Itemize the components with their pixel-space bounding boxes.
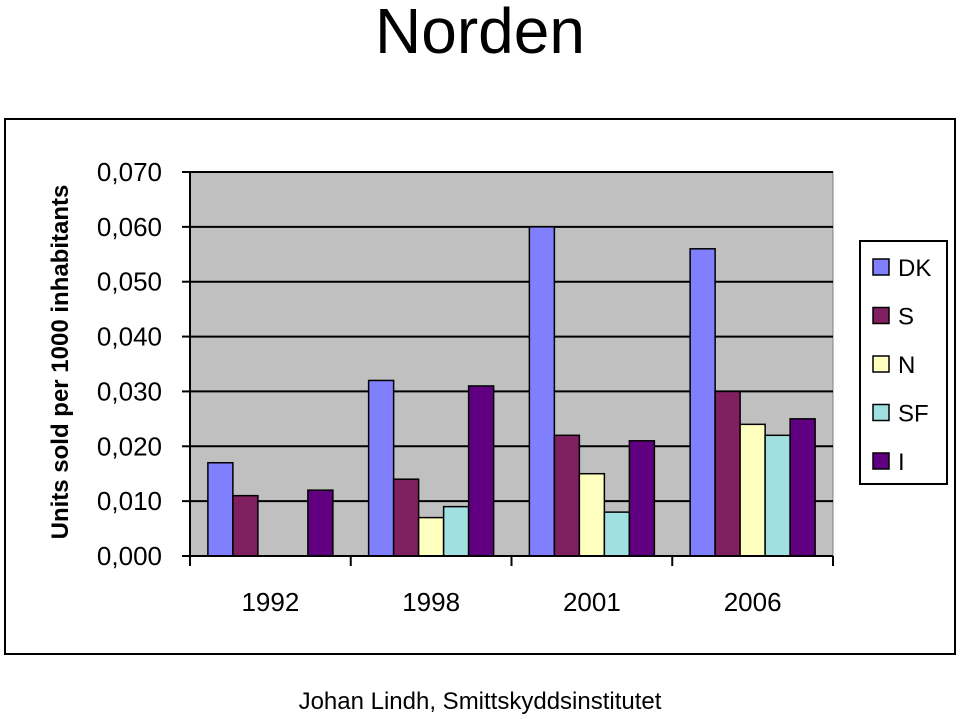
y-tick-labels: 0,000 0,010 0,020 0,030 0,040 0,050 0,060 0,070 <box>97 157 162 571</box>
y-tick-label: 0,030 <box>97 376 162 406</box>
legend-label-sf: SF <box>898 401 929 428</box>
footer-credit: Johan Lindh, Smittskyddsinstitutet <box>298 688 662 715</box>
x-tick-label: 2006 <box>724 587 782 617</box>
bar-s-1998 <box>392 478 420 557</box>
bar-i-2001 <box>628 440 656 557</box>
y-tick-label: 0,000 <box>97 541 162 571</box>
bar-dk-1992 <box>207 461 234 557</box>
legend-swatch-sf <box>872 403 890 422</box>
bar-sf-1998 <box>442 505 470 557</box>
bar-dk-2006 <box>689 248 716 557</box>
legend-swatch-s <box>872 306 890 325</box>
legend: DK SN SF I <box>872 255 931 476</box>
y-tick-label: 0,060 <box>97 212 162 242</box>
bar-sf-2001 <box>603 511 631 557</box>
x-tick-label: 1992 <box>241 587 299 617</box>
bar-i-1992 <box>307 489 334 557</box>
bar-dk-1998 <box>367 379 395 557</box>
y-axis-label: Units sold per 1000 inhabitants <box>47 185 74 540</box>
y-tick-label: 0,050 <box>97 267 162 297</box>
y-tick-label: 0,040 <box>97 322 162 352</box>
y-tick-label: 0,020 <box>97 431 162 461</box>
bar-s-2001 <box>553 434 581 557</box>
y-tick-label: 0,070 <box>97 157 162 187</box>
legend-swatch-dk <box>872 258 890 276</box>
bar-n-1998 <box>417 516 445 557</box>
y-tick-label: 0,010 <box>97 486 162 516</box>
bar-s-2006 <box>714 390 741 557</box>
bar-i-1998 <box>467 385 495 557</box>
page-title: Norden <box>375 0 585 67</box>
legend-label-i: I <box>898 449 905 476</box>
axes <box>182 171 834 566</box>
bar-n-2006 <box>739 423 766 557</box>
legend-label-n: N <box>898 352 915 379</box>
bar-n-2001 <box>578 472 606 557</box>
bar-s-1992 <box>232 494 259 557</box>
bar-i-2006 <box>789 418 816 557</box>
x-tick-label: 2001 <box>563 587 621 617</box>
x-tick-label: 1998 <box>402 587 460 617</box>
legend-label-s: S <box>898 304 914 331</box>
bar-dk-2001 <box>528 226 556 557</box>
x-tick-labels: 1992 1998 2001 2006 <box>241 587 781 617</box>
bar-sf-2006 <box>764 434 791 557</box>
legend-label-dk: DK <box>898 255 931 282</box>
legend-swatch-n <box>872 355 890 373</box>
legend-swatch-i <box>872 452 890 470</box>
